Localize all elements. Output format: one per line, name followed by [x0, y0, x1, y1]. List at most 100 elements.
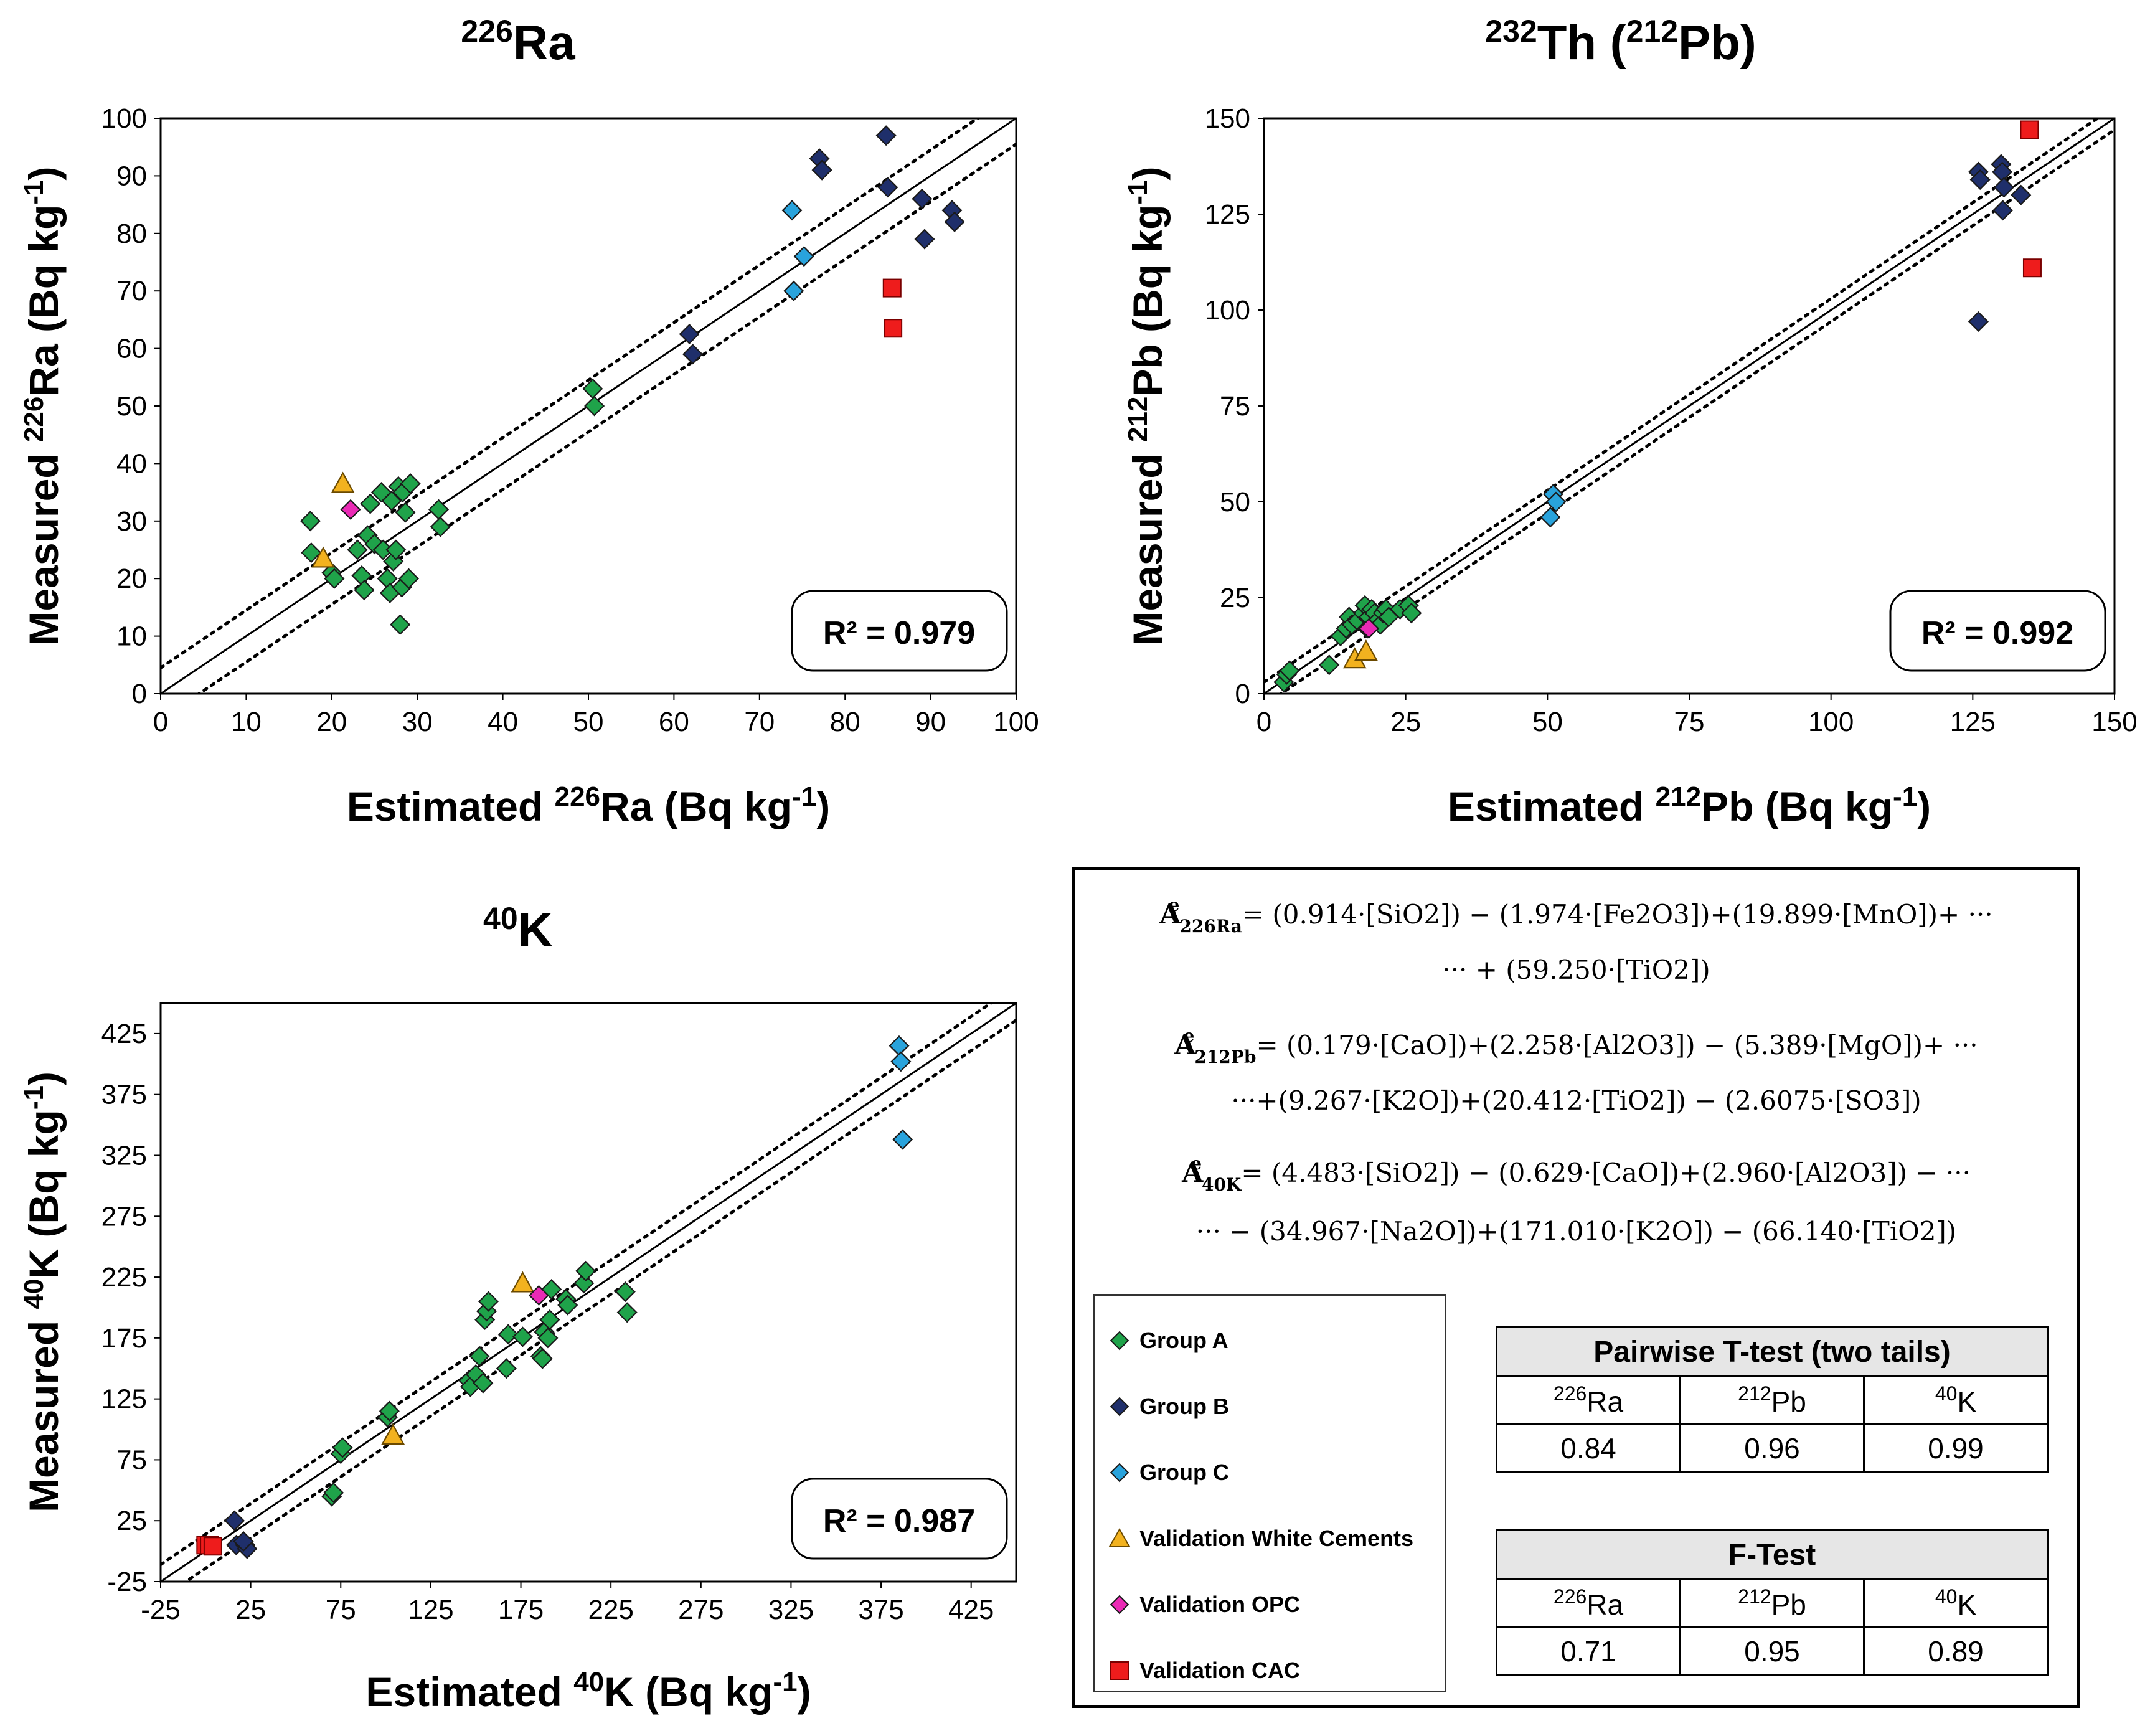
series-validation-cac	[2020, 120, 2042, 278]
y-tick-label: 375	[101, 1080, 147, 1110]
upper-confidence-line	[161, 118, 981, 669]
x-tick-label: 275	[678, 1595, 724, 1625]
data-point	[573, 1273, 595, 1294]
r2-label-k: R² = 0.987	[823, 1503, 975, 1539]
x-tick-label: 25	[235, 1595, 266, 1625]
legend-label: Validation White Cements	[1139, 1526, 1414, 1551]
x-tick-label: 0	[1257, 707, 1271, 737]
legend-item-group-b: Group B	[1107, 1388, 1229, 1425]
data-point	[398, 568, 420, 589]
x-axis-label-th: Estimated 212Pb (Bq kg-1)	[1448, 781, 1931, 829]
y-tick-label: 90	[116, 161, 147, 191]
x-tick-label: 50	[573, 707, 604, 737]
data-point	[469, 1346, 490, 1367]
data-point	[1358, 618, 1380, 639]
series-group-c	[1540, 484, 1567, 528]
series-group-b	[224, 1510, 258, 1559]
data-point	[385, 539, 407, 560]
x-tick-label: 30	[402, 707, 433, 737]
data-point	[889, 1035, 910, 1057]
y-tick-label: 40	[116, 448, 147, 479]
legend-label: Validation CAC	[1139, 1658, 1301, 1683]
chart-title-th: 232Th (212Pb)	[1485, 14, 1756, 70]
identity-line	[161, 1003, 1016, 1582]
data-point	[2020, 120, 2039, 139]
identity-line	[1264, 118, 2115, 694]
data-point	[311, 546, 335, 568]
data-point	[1545, 491, 1567, 512]
x-tick-label: 70	[744, 707, 775, 737]
equation-ra-line1: Ae226Ra= (0.914·[SiO2]) − (1.974·[Fe2O3]…	[1159, 895, 1993, 936]
data-point	[892, 1129, 913, 1150]
data-point	[203, 1537, 222, 1556]
data-point	[233, 1531, 254, 1552]
data-point	[557, 1295, 578, 1316]
data-point	[1319, 654, 1340, 676]
data-point	[351, 565, 372, 587]
data-point	[682, 344, 704, 365]
series-validation-opc	[1358, 618, 1380, 639]
data-point	[1968, 311, 1989, 333]
x-tick-label: 425	[948, 1595, 994, 1625]
legend-label: Group A	[1139, 1328, 1228, 1353]
data-point	[1279, 660, 1300, 681]
chart-k: -25 25 75 125 175 225 275 325 375 425 -25 25 75 125 17…	[19, 901, 1017, 1715]
legend-box: Group A Group B Group C Validation White Ce…	[1093, 1294, 1446, 1692]
data-point	[882, 278, 902, 298]
data-point	[360, 493, 381, 514]
plot-frame-k	[159, 1002, 1017, 1583]
r2-box-ra	[791, 590, 1008, 672]
y-tick-label: 25	[1220, 583, 1250, 613]
y-tick-label: 425	[101, 1019, 147, 1049]
y-tick-label: 70	[116, 276, 147, 306]
data-point	[395, 502, 416, 523]
data-point	[584, 395, 605, 417]
ttest-value-k: 0.99	[1863, 1423, 2049, 1473]
series-validation-cac	[196, 1536, 222, 1556]
series-group-b	[679, 125, 965, 365]
data-point	[512, 1326, 533, 1347]
data-point	[299, 511, 321, 532]
data-point	[497, 1324, 519, 1345]
y-tick-label: 225	[101, 1262, 147, 1293]
series-validation-cac	[882, 278, 903, 338]
x-tick-label: 75	[1674, 707, 1705, 737]
y-tick-label: 50	[116, 391, 147, 422]
diamond-marker-icon	[1110, 1463, 1129, 1483]
chart-ra: 0 10 20 30 40 50 60 70 80 90 100 0 10 20 30 40 50 60 70 80 9…	[19, 14, 1039, 829]
y-axis-label-k: Measured 40K (Bq kg-1)	[19, 1072, 67, 1512]
r2-box-th	[1889, 590, 2106, 672]
legend-label: Group C	[1139, 1460, 1229, 1485]
data-point	[532, 1348, 553, 1369]
data-point	[875, 125, 897, 146]
data-point	[944, 211, 965, 232]
y-tick-label: 325	[101, 1140, 147, 1171]
data-point	[381, 490, 402, 512]
data-point	[811, 159, 832, 181]
legend-label: Validation OPC	[1139, 1592, 1301, 1617]
lower-confidence-line	[1278, 128, 2115, 694]
x-tick-label: 325	[768, 1595, 814, 1625]
legend-item-group-a: Group A	[1107, 1322, 1228, 1359]
x-tick-label: 0	[153, 707, 168, 737]
equation-k-line1: Ae40K= (4.483·[SiO2]) − (0.629·[CaO])+(2…	[1182, 1153, 1971, 1195]
ttest-header-pb: 212Pb	[1679, 1375, 1865, 1425]
r2-label-ra: R² = 0.979	[823, 615, 975, 651]
data-point	[537, 1328, 559, 1349]
data-point	[528, 1285, 550, 1306]
data-point	[496, 1358, 517, 1379]
data-point	[781, 200, 803, 221]
data-point	[793, 246, 814, 267]
x-axis-label-ra: Estimated 226Ra (Bq kg-1)	[347, 781, 830, 829]
x-tick-label: 375	[858, 1595, 903, 1625]
ftest-value-ra: 0.71	[1496, 1626, 1681, 1676]
ttest-value-ra: 0.84	[1496, 1423, 1681, 1473]
legend-label: Group B	[1139, 1394, 1229, 1419]
y-tick-label: -25	[107, 1567, 147, 1597]
y-tick-label: 80	[116, 219, 147, 249]
equation-pb-line1: Ae212Pb= (0.179·[CaO])+(2.258·[Al2O3]) −…	[1174, 1026, 1978, 1067]
x-tick-label: 60	[659, 707, 689, 737]
equation-k-line2: ··· − (34.967·[Na2O])+(171.010·[K2O]) − …	[1195, 1216, 1957, 1247]
data-point	[511, 1271, 535, 1293]
